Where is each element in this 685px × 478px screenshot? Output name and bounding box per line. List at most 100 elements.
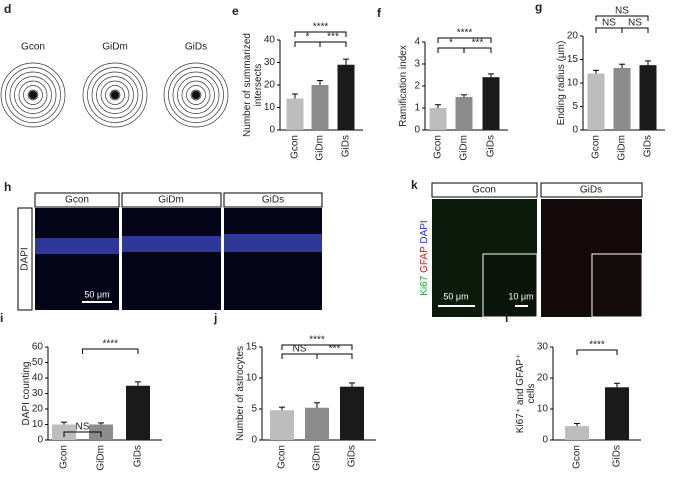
x-tick-label: GiDm	[312, 445, 323, 471]
micrographs	[34, 192, 323, 310]
y-tick-label: 60	[32, 342, 44, 353]
sholl-ring	[18, 80, 48, 110]
y-tick-label: 10	[32, 419, 44, 430]
bar	[455, 97, 473, 130]
panel-letter: j	[213, 311, 217, 325]
sholl-ring	[181, 80, 211, 110]
y-tick-label: 5	[251, 404, 257, 415]
y-tick-label: 0	[542, 435, 548, 446]
significance-bracket	[281, 344, 353, 350]
x-tick-label: Gcon	[59, 445, 70, 469]
bar	[587, 73, 605, 130]
y-tick-label: 0	[414, 125, 420, 136]
significance-label: ***	[327, 32, 339, 43]
y-axis-label-line: Ending radius (μm)	[556, 41, 567, 126]
y-tick-label: 3	[414, 59, 420, 70]
x-tick-label: GiDs	[341, 135, 352, 157]
stain: GFAP	[419, 246, 430, 273]
x-tick-label: GiDs	[486, 135, 497, 157]
significance-bracket	[281, 353, 318, 359]
bar	[305, 407, 329, 440]
y-axis-label: Ki67⁺ and GFAP⁺cells	[515, 354, 537, 434]
x-tick-label: GiDm	[315, 135, 326, 161]
significance-bracket	[621, 27, 649, 33]
y-axis-label-line: Ramification index	[398, 45, 409, 127]
y-tick-label: 20	[264, 80, 276, 91]
y-axis-label-line: intersects	[253, 64, 264, 107]
sholl-ring	[186, 85, 206, 105]
panel-letter: f	[377, 6, 382, 20]
y-tick-label: 30	[537, 342, 549, 353]
sholl-ring	[9, 71, 57, 119]
x-tick-label: GiDs	[133, 445, 144, 467]
sholl-ring	[27, 89, 39, 101]
y-tick-label: 30	[264, 57, 276, 68]
sholl-ring	[105, 85, 125, 105]
panel-letter: h	[4, 180, 11, 194]
y-tick-label: 20	[537, 373, 549, 384]
stain: DAPI	[419, 220, 430, 243]
bar	[565, 426, 589, 440]
x-tick-label: GiDm	[96, 445, 107, 471]
stain: Ki67	[419, 275, 430, 295]
panel-letter: l	[505, 311, 508, 325]
y-tick-label: 50	[32, 357, 44, 368]
y-axis-label: Ramification index	[398, 45, 409, 127]
y-tick-label: 40	[32, 373, 44, 384]
y-tick-label: 0	[37, 435, 43, 446]
sholl-ring	[109, 89, 121, 101]
cell-body	[28, 90, 38, 100]
significance-label: NS	[293, 344, 307, 355]
sholl-ring	[190, 89, 202, 101]
y-tick-label: 40	[264, 35, 276, 46]
y-tick-label: 20	[567, 31, 579, 42]
x-tick-label: Gcon	[572, 445, 583, 469]
bar	[605, 387, 629, 440]
significance-label: *	[449, 38, 453, 49]
significance-label: ****	[313, 22, 329, 33]
y-tick-label: 5	[572, 101, 578, 112]
bar	[311, 85, 329, 130]
sholl-ring	[14, 76, 52, 114]
bar	[429, 108, 447, 130]
y-axis-label: Number of summarizedintersects	[242, 33, 264, 137]
scale-bar-label: 50 μm	[443, 291, 468, 301]
bar	[482, 77, 500, 130]
significance-label: NS	[76, 422, 90, 433]
cell-body	[110, 90, 120, 100]
column-label: GiDs	[262, 195, 284, 206]
sholl-ring	[96, 76, 134, 114]
significance-label: ****	[102, 339, 118, 350]
y-tick-label: 10	[537, 404, 549, 415]
column-label: Gcon	[472, 185, 496, 196]
bar	[340, 386, 364, 440]
y-tick-label: 0	[269, 125, 275, 136]
significance-bracket	[82, 348, 139, 354]
significance-bracket	[437, 47, 465, 53]
sholl-ring	[177, 76, 215, 114]
y-tick-label: 10	[567, 78, 579, 89]
significance-bracket	[294, 41, 321, 47]
sholl-ring	[91, 71, 139, 119]
bar	[337, 64, 355, 130]
y-tick-label: 4	[414, 37, 420, 48]
scale-bar-label: 10 μm	[508, 291, 533, 301]
image-label: Gcon	[21, 42, 45, 53]
stain-label: DAPI	[20, 247, 31, 270]
significance-label: NS	[628, 18, 642, 29]
sholl-ring	[0, 62, 66, 128]
significance-bracket	[63, 431, 102, 437]
y-axis-label-line: Number of summarized	[242, 33, 253, 137]
y-tick-label: 15	[246, 342, 258, 353]
sholl-ring	[163, 62, 229, 128]
column-label: GiDs	[580, 185, 602, 196]
significance-label: ***	[329, 344, 341, 355]
y-tick-label: 10	[246, 373, 258, 384]
scale-bar-label: 50 μm	[84, 289, 109, 299]
y-axis-label-line: cells	[526, 383, 537, 403]
column-label: Gcon	[65, 195, 89, 206]
significance-bracket	[437, 37, 492, 43]
significance-label: ****	[457, 28, 473, 39]
image-label: GiDm	[102, 42, 128, 53]
y-tick-label: 0	[251, 435, 257, 446]
